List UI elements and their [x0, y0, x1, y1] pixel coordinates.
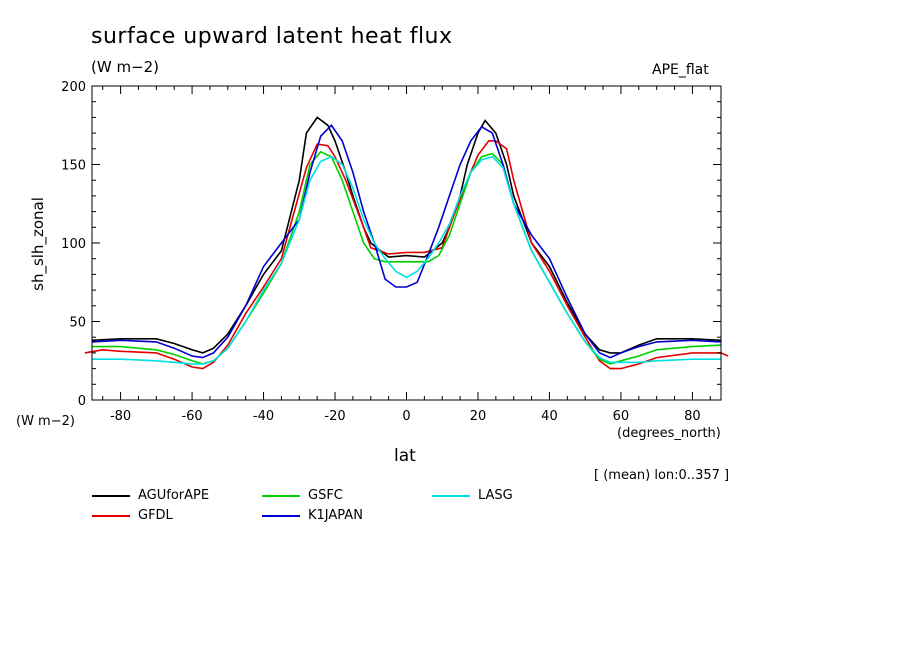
x-tick-label: -40: [253, 409, 274, 424]
chart-units: (W m−2): [91, 58, 160, 76]
x-axis-units: (degrees_north): [617, 426, 721, 441]
y-tick-label: 200: [61, 80, 86, 95]
x-tick-label: 40: [541, 409, 558, 424]
y-tick-label: 150: [61, 159, 86, 174]
legend-item-aguforape: AGUforAPE: [92, 488, 209, 506]
averaging-note: [ (mean) lon:0..357 ]: [594, 468, 730, 483]
series-line-lasg: [92, 155, 721, 365]
legend-item-k1japan: K1JAPAN: [262, 508, 363, 526]
series-line-gsfc: [92, 150, 722, 365]
x-axis-label: lat: [394, 446, 416, 466]
legend-swatch: [92, 495, 130, 497]
x-tick-label: 80: [684, 409, 701, 424]
legend-item-gsfc: GSFC: [262, 488, 343, 506]
y-tick-label: 50: [69, 316, 86, 331]
y-tick-label: 100: [61, 237, 86, 252]
legend-swatch: [432, 495, 470, 497]
legend-item-lasg: LASG: [432, 488, 513, 506]
x-tick-label: -80: [110, 409, 131, 424]
legend-swatch: [262, 515, 300, 517]
x-tick-label: 0: [402, 409, 410, 424]
y-tick-label: 0: [78, 394, 86, 409]
x-tick-label: -20: [324, 409, 345, 424]
legend-label: GFDL: [138, 508, 173, 523]
x-tick-label: 60: [613, 409, 630, 424]
series-line-aguforape: [91, 116, 722, 354]
legend-label: LASG: [478, 488, 513, 503]
series-line-gfdl: [84, 140, 729, 370]
x-tick-label: -60: [181, 409, 202, 424]
run-label: APE_flat: [652, 62, 709, 78]
legend-label: AGUforAPE: [138, 488, 210, 503]
x-tick-label: 20: [470, 409, 487, 424]
legend-label: GSFC: [308, 488, 343, 503]
legend-swatch: [92, 515, 130, 517]
chart-title: surface upward latent heat flux: [91, 24, 453, 49]
legend-item-gfdl: GFDL: [92, 508, 173, 526]
legend-swatch: [262, 495, 300, 497]
y-axis-units: (W m−2): [16, 414, 75, 429]
legend-label: K1JAPAN: [308, 508, 363, 523]
series-line-k1japan: [91, 124, 722, 359]
